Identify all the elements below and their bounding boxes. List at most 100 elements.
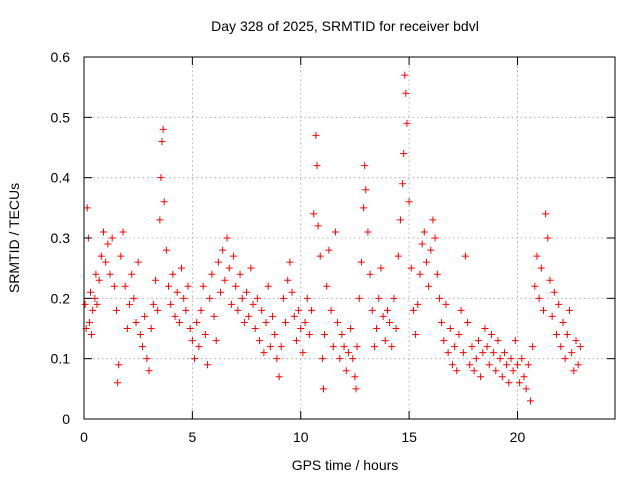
data-point [336, 355, 344, 363]
data-point [169, 270, 177, 278]
data-point [550, 288, 558, 296]
data-point [160, 198, 168, 206]
data-point [221, 276, 229, 284]
data-point [256, 337, 264, 345]
data-point [301, 318, 309, 326]
data-point [496, 355, 504, 363]
data-point [440, 337, 448, 345]
data-point [576, 343, 584, 351]
data-point [126, 300, 134, 308]
data-point [418, 240, 426, 248]
data-point [474, 337, 482, 345]
data-point [321, 331, 329, 339]
data-point [219, 246, 227, 254]
data-point [509, 367, 517, 375]
data-point [331, 228, 339, 236]
data-point [145, 367, 153, 375]
data-point [340, 343, 348, 351]
data-point [182, 306, 190, 314]
data-point [561, 355, 569, 363]
data-point [412, 331, 420, 339]
data-point [477, 373, 485, 381]
data-point [206, 294, 214, 302]
data-point [444, 349, 452, 357]
data-point [312, 131, 320, 139]
data-point [448, 361, 456, 369]
data-point [459, 349, 467, 357]
data-point [544, 234, 552, 242]
data-point [485, 361, 493, 369]
data-point [535, 294, 543, 302]
data-point [400, 150, 408, 158]
data-point [552, 331, 560, 339]
data-point [91, 294, 99, 302]
data-point [396, 216, 404, 224]
data-point [87, 288, 95, 296]
data-point [136, 331, 144, 339]
data-point [147, 325, 155, 332]
data-point [97, 252, 105, 260]
data-point [275, 373, 283, 381]
data-point [537, 264, 545, 272]
data-point [392, 325, 400, 332]
data-point [227, 300, 235, 308]
data-point [357, 258, 365, 266]
data-point [570, 367, 578, 375]
data-point [416, 270, 424, 278]
data-point [568, 349, 576, 357]
data-point [93, 300, 101, 308]
data-point [81, 300, 89, 308]
data-point [128, 270, 136, 278]
data-point [383, 306, 391, 314]
data-point [435, 294, 443, 302]
data-point [173, 288, 181, 296]
data-point [208, 270, 216, 278]
data-point [243, 288, 251, 296]
data-point [100, 228, 108, 236]
data-point [314, 222, 322, 230]
data-point [193, 318, 201, 326]
data-point [399, 180, 407, 188]
x-tick-label: 20 [510, 429, 526, 445]
data-point [143, 355, 151, 363]
data-point [223, 234, 231, 242]
data-point [313, 162, 321, 170]
data-point [574, 361, 582, 369]
data-point [85, 318, 93, 326]
data-point [132, 318, 140, 326]
data-point [414, 300, 422, 308]
data-point [108, 234, 116, 242]
data-point [481, 325, 489, 332]
data-point [390, 294, 398, 302]
data-point [154, 306, 162, 314]
data-point [347, 325, 355, 332]
data-point [156, 216, 164, 224]
data-point [427, 246, 435, 254]
data-point [157, 174, 165, 182]
data-point [297, 325, 305, 332]
data-point [175, 318, 183, 326]
data-point [325, 246, 333, 254]
data-point [319, 385, 327, 393]
data-point [505, 379, 513, 387]
data-point [518, 355, 526, 363]
data-point [403, 119, 411, 127]
data-point [366, 270, 374, 278]
data-point [110, 282, 118, 290]
data-point [251, 325, 259, 332]
data-point [305, 331, 313, 339]
data-point [353, 343, 361, 351]
data-point [490, 349, 498, 357]
data-point [431, 234, 439, 242]
y-tick-label: 0.6 [51, 49, 71, 65]
data-point [258, 306, 266, 314]
data-point [139, 343, 147, 351]
data-point [438, 318, 446, 326]
data-point [329, 343, 337, 351]
data-point [334, 318, 342, 326]
data-point [165, 282, 173, 290]
data-point [171, 312, 179, 320]
data-point [260, 349, 268, 357]
data-point [104, 240, 112, 248]
